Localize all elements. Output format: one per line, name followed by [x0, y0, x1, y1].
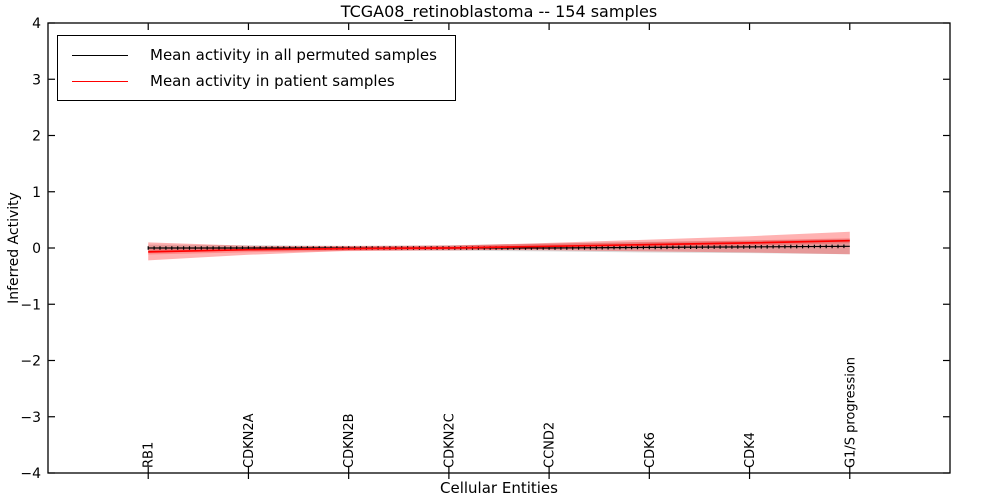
y-tick-label: −3: [20, 410, 41, 426]
y-tick-label: −1: [20, 297, 41, 313]
y-tick-label: −2: [20, 354, 41, 370]
legend-item-patient: Mean activity in patient samples: [72, 68, 441, 94]
y-tick-label: 2: [32, 129, 41, 145]
x-tick-label: CDK4: [743, 432, 758, 468]
legend-label-permuted: Mean activity in all permuted samples: [150, 46, 437, 64]
x-tick-label: CDKN2C: [442, 413, 457, 468]
y-tick-label: −4: [20, 466, 41, 482]
legend-item-permuted: Mean activity in all permuted samples: [72, 42, 441, 68]
x-axis-label: Cellular Entities: [440, 479, 558, 497]
x-tick-label: G1/S progression: [843, 357, 858, 468]
permuted-line-swatch: [72, 54, 128, 56]
y-tick-label: 0: [32, 241, 41, 257]
patient-line-swatch: [72, 80, 128, 82]
y-tick-label: 3: [32, 72, 41, 88]
y-tick-label: 1: [32, 185, 41, 201]
legend: Mean activity in all permuted samples Me…: [57, 35, 456, 101]
legend-label-patient: Mean activity in patient samples: [150, 72, 395, 90]
patient-std-band: [148, 231, 850, 261]
y-axis-ticks: 4 3 2 1 0 −1 −2 −3 −4: [20, 16, 950, 482]
patient-mean-line: [148, 239, 850, 253]
x-tick-label: CDKN2A: [242, 413, 257, 468]
x-tick-label: CCND2: [543, 422, 558, 468]
y-tick-label: 4: [32, 16, 41, 32]
chart-title: TCGA08_retinoblastoma -- 154 samples: [340, 2, 658, 21]
x-tick-label: CDK6: [643, 432, 658, 468]
x-tick-label: RB1: [142, 442, 157, 468]
x-tick-label: CDKN2B: [342, 413, 357, 468]
x-axis-ticks: RB1 CDKN2A CDKN2B CDKN2C CCND2 CDK6 CDK4 G1/S p…: [142, 23, 858, 479]
axes-frame: [47, 22, 951, 474]
